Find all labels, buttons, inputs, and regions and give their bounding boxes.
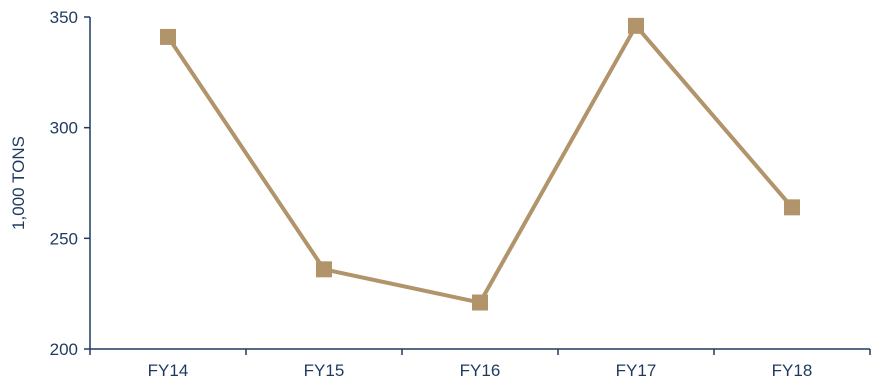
data-point-marker [472,294,488,311]
x-tick-label: FY14 [148,361,189,379]
y-tick-label: 200 [50,340,78,359]
x-ticks: FY14 FY15 FY16 FY17 FY18 [89,349,871,379]
x-tick-label: FY15 [304,361,345,379]
y-tick-label: 300 [50,119,78,138]
y-tick-label: 350 [50,8,78,27]
y-ticks: 200 250 300 350 [50,8,90,359]
data-point-marker [316,261,332,278]
y-tick-label: 250 [50,229,78,248]
y-axis-title: 1,000 TONS [9,136,28,230]
axes: 200 250 300 350 FY14 FY15 FY16 FY17 FY18 [50,8,871,379]
data-point-marker [784,199,800,216]
data-point-marker [160,28,176,45]
series-layer [160,17,800,311]
x-tick-label: FY16 [460,361,501,379]
series-line [166,23,794,305]
data-point-marker [628,17,644,34]
x-tick-label: FY17 [616,361,657,379]
x-tick-label: FY18 [772,361,813,379]
